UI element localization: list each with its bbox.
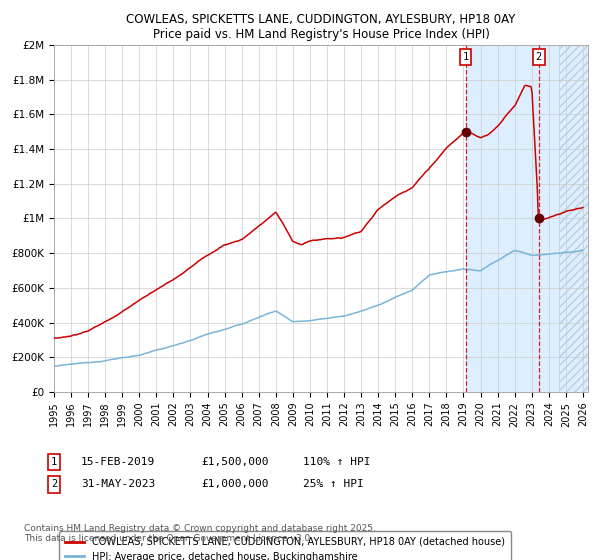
Title: COWLEAS, SPICKETTS LANE, CUDDINGTON, AYLESBURY, HP18 0AY
Price paid vs. HM Land : COWLEAS, SPICKETTS LANE, CUDDINGTON, AYL… [127, 13, 515, 41]
Text: £1,000,000: £1,000,000 [201, 479, 269, 489]
Legend: COWLEAS, SPICKETTS LANE, CUDDINGTON, AYLESBURY, HP18 0AY (detached house), HPI: : COWLEAS, SPICKETTS LANE, CUDDINGTON, AYL… [59, 531, 511, 560]
Text: Contains HM Land Registry data © Crown copyright and database right 2025.
This d: Contains HM Land Registry data © Crown c… [24, 524, 376, 543]
Text: £1,500,000: £1,500,000 [201, 457, 269, 467]
Text: 25% ↑ HPI: 25% ↑ HPI [303, 479, 364, 489]
Text: 1: 1 [463, 52, 469, 62]
Bar [559, 45, 588, 392]
Bar [559, 45, 588, 392]
Text: 110% ↑ HPI: 110% ↑ HPI [303, 457, 371, 467]
Text: 2: 2 [51, 479, 57, 489]
Text: 2: 2 [536, 52, 542, 62]
Bar [466, 45, 559, 392]
Text: 31-MAY-2023: 31-MAY-2023 [81, 479, 155, 489]
Text: 1: 1 [51, 457, 57, 467]
Text: 15-FEB-2019: 15-FEB-2019 [81, 457, 155, 467]
